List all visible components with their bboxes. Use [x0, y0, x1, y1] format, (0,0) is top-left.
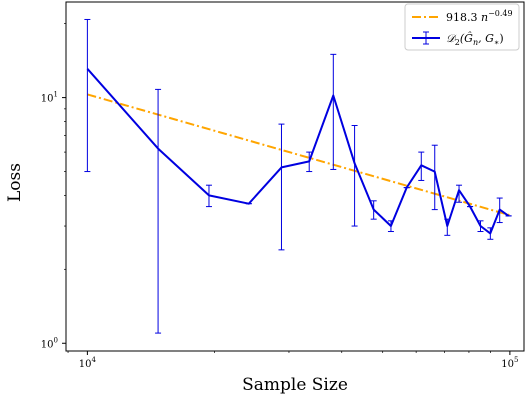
ticks-layer: 100 101 104 105 — [41, 23, 518, 370]
error-bar-7 — [351, 124, 358, 227]
error-bar-14 — [456, 184, 463, 203]
series-layer — [84, 18, 512, 334]
error-bar-6 — [330, 53, 337, 170]
error-bar-0 — [84, 18, 91, 173]
y-tick-label-0: 100 — [41, 336, 58, 350]
x-tick-label-0: 104 — [79, 356, 97, 370]
fit-line — [87, 93, 511, 217]
y-tick-label-1: 101 — [41, 91, 58, 105]
error-bar-4 — [278, 123, 285, 251]
legend: 918.3 n−0.49 𝒟2(Ĝn, G∗) — [404, 3, 520, 51]
legend-loss-label: 𝒟2(Ĝn, G∗) — [446, 31, 504, 47]
error-bar-1 — [155, 88, 162, 334]
loss-line — [86, 68, 510, 235]
x-tick-label-1: 105 — [501, 356, 518, 370]
plot-frame — [65, 1, 525, 352]
error-bar-12 — [431, 144, 438, 211]
x-axis-label: Sample Size — [242, 375, 348, 395]
y-axis-label: Loss — [5, 163, 25, 202]
legend-fit-label: 918.3 n−0.49 — [446, 9, 513, 24]
